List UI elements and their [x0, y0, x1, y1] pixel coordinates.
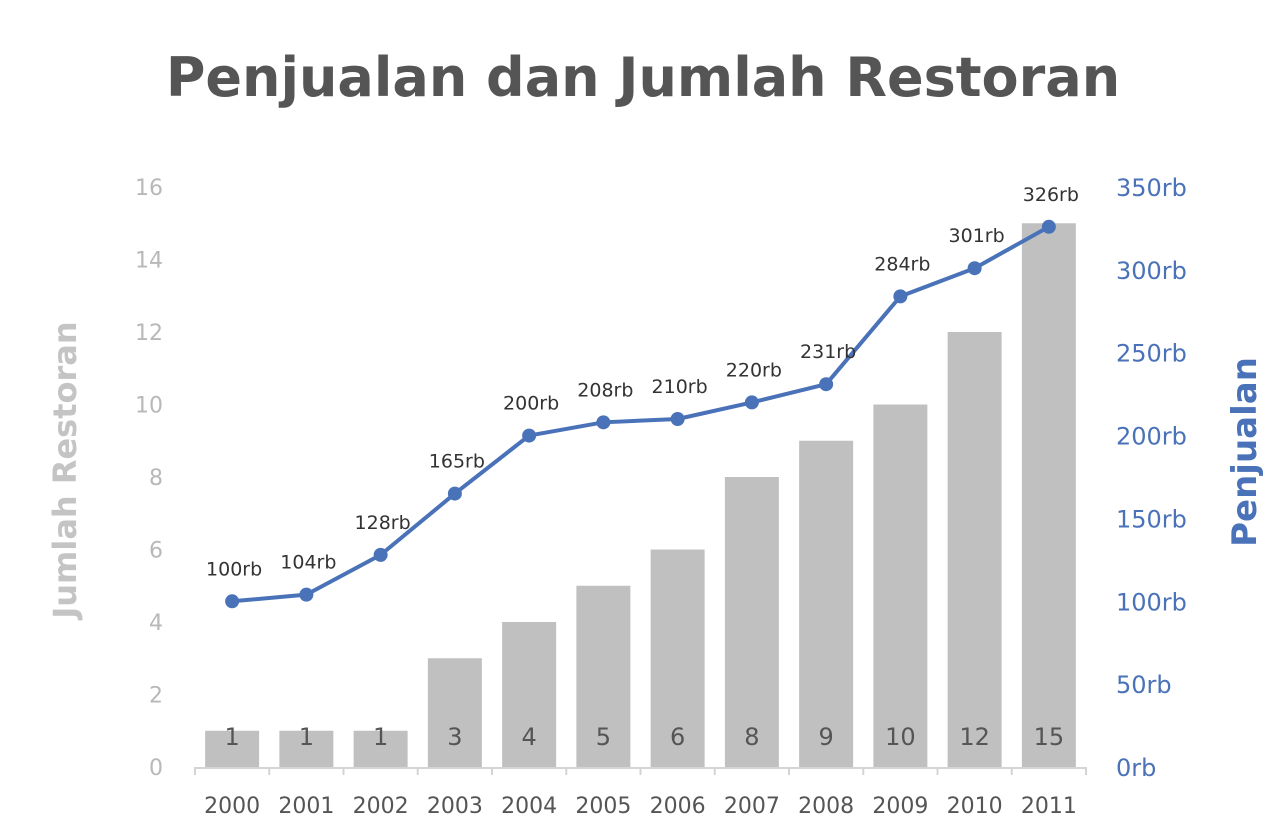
sales-value-label: 231rb [800, 341, 856, 363]
sales-value-label: 301rb [949, 225, 1005, 247]
left-axis-label: Jumlah Restoran [46, 321, 84, 620]
sales-point [744, 395, 759, 410]
bar-value-label: 6 [670, 723, 685, 751]
right-tick-label: 100rb [1116, 588, 1187, 616]
bar-value-label: 12 [959, 723, 990, 751]
left-tick-label: 6 [149, 539, 163, 564]
bar [650, 549, 705, 767]
left-tick-label: 4 [149, 611, 163, 636]
bar [724, 477, 779, 767]
sales-point [819, 377, 834, 392]
bar [799, 440, 854, 767]
right-tick-label: 150rb [1116, 505, 1187, 533]
sales-value-label: 210rb [652, 376, 708, 398]
sales-point [893, 289, 908, 304]
sales-value-label: 165rb [429, 451, 485, 473]
bar-value-label: 1 [373, 723, 388, 751]
sales-point [967, 261, 982, 276]
bar [205, 730, 260, 767]
bar-value-label: 3 [447, 723, 462, 751]
sales-point [522, 428, 537, 443]
bar-value-label: 5 [596, 723, 611, 751]
x-tick-label: 2000 [204, 794, 260, 819]
right-tick-label: 300rb [1116, 257, 1187, 285]
bar-value-label: 1 [299, 723, 314, 751]
sales-line [231, 225, 1050, 604]
bar [279, 730, 334, 767]
sales-value-label: 104rb [280, 552, 336, 574]
right-tick-label: 0rb [1116, 754, 1156, 782]
sales-value-label: 128rb [355, 512, 411, 534]
bar-value-label: 4 [521, 723, 536, 751]
left-tick-label: 10 [135, 394, 163, 419]
x-tick-label: 2007 [724, 794, 780, 819]
x-tick-label: 2010 [947, 794, 1003, 819]
bar [873, 404, 928, 767]
sales-point [670, 412, 685, 426]
left-tick-label: 16 [135, 176, 163, 201]
sales-point [1041, 219, 1056, 234]
bar [947, 332, 1002, 767]
bar [502, 622, 557, 767]
bar-value-label: 1 [224, 723, 239, 751]
sales-value-label: 100rb [206, 558, 262, 580]
sales-point [447, 486, 462, 501]
bar [427, 658, 482, 767]
bar-value-label: 9 [818, 723, 833, 751]
right-tick-label: 200rb [1116, 423, 1187, 451]
sales-point [225, 594, 240, 609]
x-tick-label: 2005 [575, 794, 631, 819]
right-tick-label: 250rb [1116, 340, 1187, 368]
left-tick-label: 14 [135, 249, 163, 274]
sales-value-label: 220rb [726, 359, 782, 381]
bar-value-label: 8 [744, 723, 759, 751]
bar-value-label: 10 [885, 723, 916, 751]
x-tick-label: 2009 [872, 794, 928, 819]
x-tick-label: 2002 [353, 794, 409, 819]
bar [353, 730, 408, 767]
x-tick-label: 2008 [798, 794, 854, 819]
right-tick-label: 50rb [1116, 671, 1172, 699]
bar [1021, 223, 1076, 767]
sales-point [596, 415, 611, 430]
left-tick-label: 12 [135, 321, 163, 346]
sales-point [373, 547, 388, 562]
bar [576, 585, 631, 767]
x-tick-label: 2011 [1021, 794, 1077, 819]
left-tick-label: 2 [149, 684, 163, 709]
x-tick-label: 2001 [278, 794, 334, 819]
x-tick-label: 2004 [501, 794, 557, 819]
right-tick-label: 350rb [1116, 174, 1187, 202]
left-tick-label: 8 [149, 466, 163, 491]
right-axis-label: Penjualan [1225, 357, 1265, 547]
sales-value-label: 208rb [577, 379, 633, 401]
left-tick-label: 0 [149, 756, 163, 781]
x-tick-label: 2003 [427, 794, 483, 819]
bar-value-label: 15 [1034, 723, 1065, 751]
x-tick-label: 2006 [650, 794, 706, 819]
chart-title: Penjualan dan Jumlah Restoran [166, 46, 1120, 109]
sales-point [299, 587, 314, 602]
sales-value-label: 326rb [1023, 184, 1079, 206]
sales-value-label: 200rb [503, 393, 559, 415]
sales-value-label: 284rb [874, 253, 930, 275]
